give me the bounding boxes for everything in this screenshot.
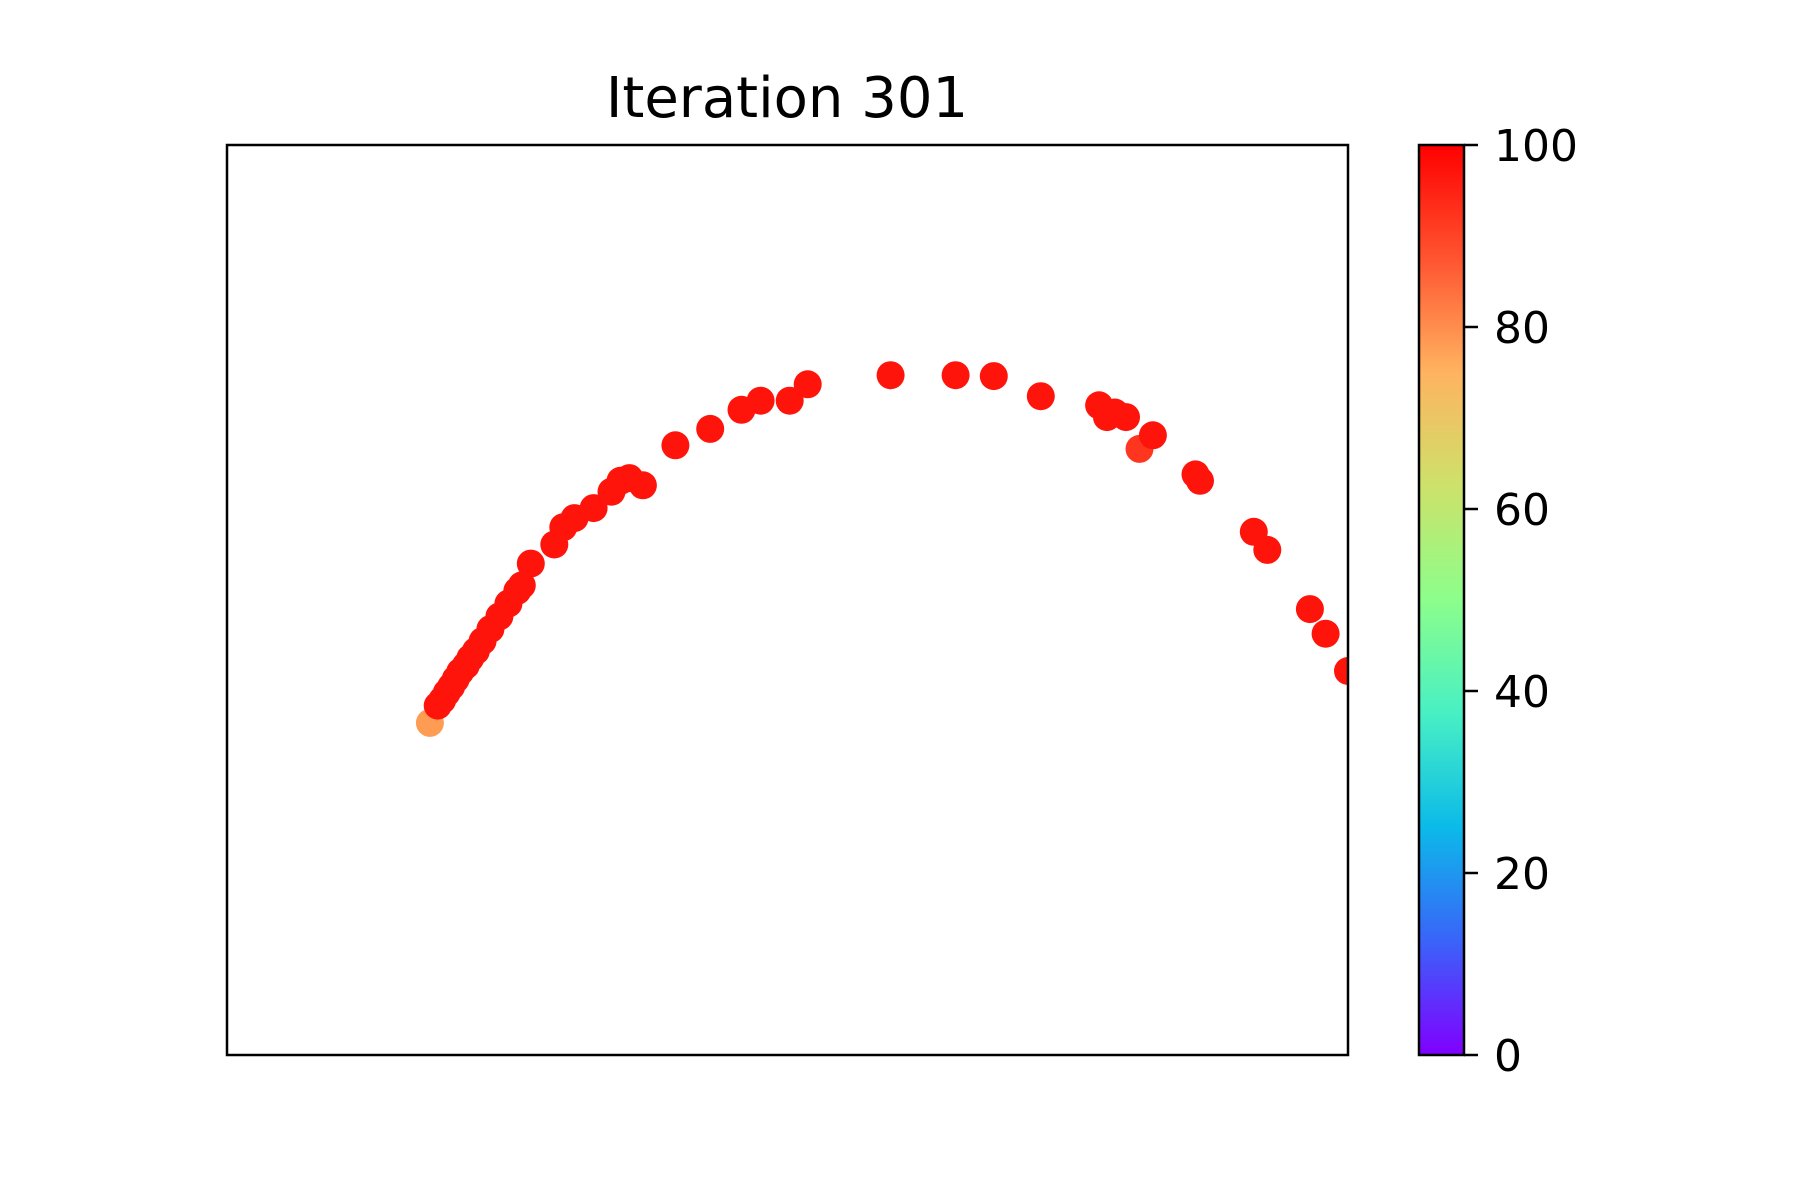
colorbar-tick-label: 100 xyxy=(1494,121,1578,172)
scatter-point xyxy=(775,386,804,415)
colorbar-ticks: 0 20 40 60 80 100 xyxy=(1464,121,1578,1082)
scatter-point xyxy=(1186,466,1214,495)
colorbar-tick-label: 40 xyxy=(1494,667,1550,718)
scatter-point xyxy=(661,431,690,460)
scatter-points xyxy=(415,361,1348,737)
scatter-point xyxy=(1311,619,1340,648)
scatter-point xyxy=(793,370,822,399)
scatter-point xyxy=(876,361,905,390)
scatter-point xyxy=(628,471,657,500)
scatter-point xyxy=(941,361,970,390)
scatter-point xyxy=(1138,421,1167,450)
scatter-point xyxy=(1026,382,1055,411)
scatter-point xyxy=(579,494,608,523)
colorbar-tick-label: 0 xyxy=(1494,1031,1522,1082)
scatter-point xyxy=(507,571,536,600)
scatter-point xyxy=(1253,535,1282,564)
colorbar-tick-label: 80 xyxy=(1494,303,1550,354)
scatter-point xyxy=(979,362,1008,391)
colorbar-tick-label: 20 xyxy=(1494,849,1550,900)
plot-frame xyxy=(225,143,1350,1057)
scatter-point xyxy=(1334,657,1348,685)
chart-title: Iteration 301 xyxy=(606,66,968,131)
scatter-point xyxy=(1112,403,1140,432)
scatter-point xyxy=(516,549,545,578)
colorbar: 0 20 40 60 80 100 xyxy=(1417,121,1578,1082)
colorbar-gradient xyxy=(1417,143,1466,1057)
scatter-point xyxy=(696,414,725,443)
scatter-point xyxy=(746,386,775,415)
scatter-point xyxy=(1295,595,1324,624)
colorbar-tick-label: 60 xyxy=(1494,485,1550,536)
